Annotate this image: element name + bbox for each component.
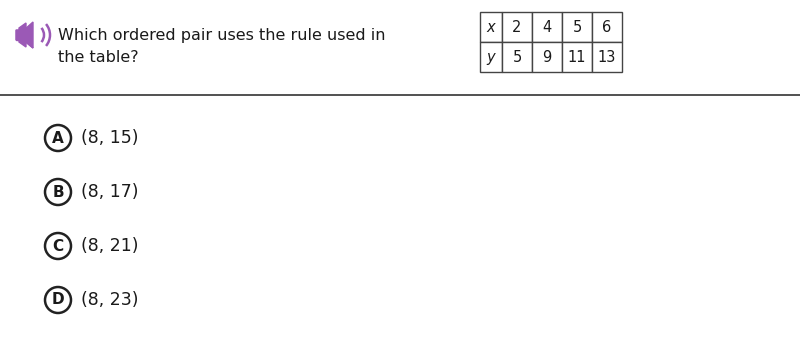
Text: 5: 5 bbox=[512, 50, 522, 65]
Bar bbox=[562, 42, 592, 72]
Text: C: C bbox=[53, 238, 63, 254]
Text: 6: 6 bbox=[602, 19, 612, 34]
Text: the table?: the table? bbox=[58, 50, 138, 65]
Text: 4: 4 bbox=[542, 19, 552, 34]
Text: y: y bbox=[486, 50, 495, 65]
Bar bbox=[480, 42, 502, 72]
Circle shape bbox=[45, 125, 71, 151]
Bar bbox=[532, 42, 562, 72]
Circle shape bbox=[45, 287, 71, 313]
Bar bbox=[480, 12, 502, 42]
Polygon shape bbox=[16, 30, 23, 40]
Text: 11: 11 bbox=[568, 50, 586, 65]
Bar bbox=[592, 12, 622, 42]
Circle shape bbox=[45, 179, 71, 205]
Bar bbox=[532, 12, 562, 42]
Text: (8, 15): (8, 15) bbox=[81, 129, 138, 147]
Text: B: B bbox=[52, 185, 64, 200]
Bar bbox=[592, 42, 622, 72]
Text: Which ordered pair uses the rule used in: Which ordered pair uses the rule used in bbox=[58, 28, 386, 43]
Text: 5: 5 bbox=[572, 19, 582, 34]
Circle shape bbox=[45, 233, 71, 259]
Bar bbox=[502, 42, 532, 72]
Bar bbox=[502, 12, 532, 42]
Text: (8, 23): (8, 23) bbox=[81, 291, 138, 309]
Text: (8, 17): (8, 17) bbox=[81, 183, 138, 201]
Text: (8, 21): (8, 21) bbox=[81, 237, 138, 255]
Text: x: x bbox=[486, 19, 495, 34]
Text: A: A bbox=[52, 130, 64, 145]
Polygon shape bbox=[16, 22, 33, 48]
Text: 9: 9 bbox=[542, 50, 552, 65]
Text: 13: 13 bbox=[598, 50, 616, 65]
Text: 2: 2 bbox=[512, 19, 522, 34]
Polygon shape bbox=[23, 30, 33, 48]
Bar bbox=[562, 12, 592, 42]
Polygon shape bbox=[19, 23, 26, 47]
Text: D: D bbox=[52, 293, 64, 307]
